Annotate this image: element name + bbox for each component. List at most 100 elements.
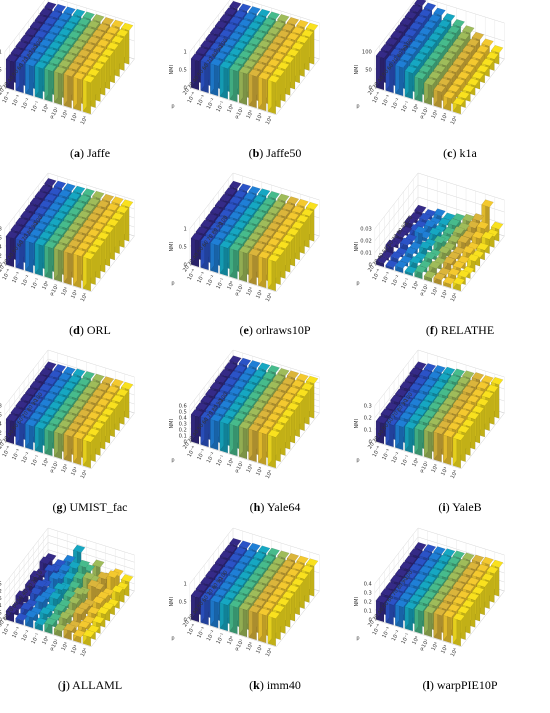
alpha-tick-labels: 10⁻⁴10⁻³10⁻²10⁻¹ 10⁰ 10¹ 10² 10³ 10⁴ [187, 268, 274, 302]
chart-3d-umist_fac: 00.20.40.60.8NMI1009080706050403020p10⁻⁴… [0, 349, 135, 480]
bar-orl-r8-c4 [44, 240, 57, 280]
alpha-tick-label: 10³ [440, 644, 449, 654]
caption-warppie10p: (l) warpPIE10P [422, 678, 498, 692]
bar-imm40-r8-c1 [200, 592, 213, 626]
bar-relathe-r8-c4 [414, 265, 427, 280]
chart-panel-allaml: 00.050.10.150.20.25NMI(%)102030405060708… [0, 527, 180, 707]
z-tick-label: 0.2 [364, 416, 372, 422]
bar-jaffe50-r8-c0 [190, 53, 204, 91]
alpha-tick-label: 10⁻³ [196, 448, 207, 461]
caption-title: k1a [459, 146, 477, 160]
p-tick-label: 60 [386, 595, 395, 604]
z-tick-labels: 0 0.1 0.2 0.3 0.4 [364, 582, 373, 624]
alpha-tick-label: 10⁰ [41, 457, 50, 467]
p-tick-label: 100 [404, 215, 415, 227]
bar-umist_fac-r8-c1 [15, 416, 28, 448]
p-axis-label: p [356, 281, 359, 287]
bar-jaffe50-r8-c5 [238, 66, 252, 106]
alpha-tick-label: 10⁻⁴ [2, 445, 13, 458]
bar-relathe-r7-c1 [390, 251, 403, 264]
p-tick-label: 70 [391, 410, 400, 419]
chart-3d-jaffe50: 00.51NMI1009080706050403020p10⁻⁴10⁻³10⁻²… [169, 0, 320, 126]
alpha-tick-label: 10⁴ [450, 115, 459, 125]
p-tick-label: 80 [211, 582, 220, 591]
bar-allaml-r8-c5 [53, 623, 67, 638]
caption-label: h [253, 500, 261, 514]
caption-label: l [426, 678, 430, 692]
p-tick-label: 50 [16, 595, 25, 604]
p-tick-label: 60 [201, 63, 210, 72]
caption-title: ORL [86, 323, 111, 337]
z-tick-label: 0.05 [0, 610, 2, 616]
chart-panel-warppie10p: 0 0.1 0.2 0.3 0.4 NMI 100 90 80 70 60 50 40 30 20 p 10⁻⁴… [354, 527, 550, 707]
bar-allaml-r2-c8 [111, 585, 124, 609]
bar-orlraws10p-r8-c1 [200, 235, 213, 271]
alpha-tick-label: 10¹ [51, 460, 60, 470]
p-tick-label: 100 [219, 38, 230, 50]
alpha-axis-label: α [420, 468, 424, 474]
p-tick-label: 50 [382, 246, 391, 255]
p-tick-label: 20 [367, 264, 376, 273]
bar-yaleb-r8-c0 [375, 415, 389, 445]
bar-yale64-r8-c6 [248, 423, 261, 463]
alpha-tick-label: 10³ [255, 112, 264, 122]
z-tick-label: 0.5 [179, 410, 187, 416]
alpha-tick-label: 10⁻² [391, 451, 402, 464]
z-tick-label: 0 [368, 440, 371, 446]
p-tick-label: 40 [7, 75, 16, 84]
p-tick-label: 60 [386, 417, 395, 426]
bar-yale64-r8-c1 [200, 411, 213, 448]
bar-relathe-r8-c1 [385, 259, 398, 271]
p-tick-label: 90 [401, 221, 410, 230]
bar-imm40-r8-c0 [190, 589, 204, 623]
chart-panel-relathe: 0 0.01 0.02 0.03 NMI 100 90 80 70 60 50 40 30 20 p 10⁻⁴… [354, 172, 550, 352]
alpha-tick-label: 10⁻¹ [401, 454, 412, 467]
alpha-tick-label: 10⁻² [206, 451, 217, 464]
bar-orl-r8-c3 [34, 237, 47, 277]
bar-warppie10p-r8-c5 [423, 605, 437, 638]
alpha-tick-label: 10⁻² [391, 629, 402, 642]
alpha-tick-label: 10⁻¹ [31, 100, 42, 113]
alpha-tick-label: 10⁻⁴ [2, 623, 13, 636]
p-tick-label: 90 [216, 576, 225, 585]
p-tick-label: 100 [219, 392, 230, 404]
z-tick-label: 0 [368, 618, 371, 624]
bar-jaffe50-r8-c7 [258, 71, 271, 112]
alpha-tick-label: 10⁰ [411, 103, 420, 113]
bar-imm40-r8-c4 [229, 599, 242, 635]
bar-imm40-r8-c5 [238, 602, 252, 638]
bar-relathe-r8-c3 [404, 265, 417, 277]
p-tick-label: 30 [2, 258, 11, 267]
bar-umist_fac-r8-c4 [44, 423, 57, 457]
bar-relathe-r8-c0 [375, 255, 389, 268]
p-tick-label: 100 [34, 392, 45, 404]
z-tick-label: 0 [183, 263, 186, 269]
alpha-tick-label: 10⁻¹ [401, 277, 412, 290]
z-tick-label: 0 [183, 86, 186, 92]
p-tick-label: 80 [396, 50, 405, 59]
z-tick-label: 0.5 [0, 68, 2, 74]
p-tick-label: 30 [26, 582, 35, 591]
bar-orlraws10p-r8-c8 [267, 253, 280, 292]
alpha-tick-label: 10⁻³ [11, 448, 22, 461]
bar-umist_fac-r8-c6 [63, 428, 76, 463]
z-tick-labels: 0 0.2 0.4 0.6 0.8 [0, 404, 2, 446]
chart-3d-imm40: 00.51NMI1009080706050403020p10⁻⁴10⁻³10⁻²… [169, 527, 320, 658]
alpha-tick-label: 10⁰ [411, 280, 420, 290]
alpha-tick-label: 10⁴ [265, 469, 274, 479]
alpha-tick-label: 10⁻³ [381, 448, 392, 461]
p-tick-label: 90 [401, 398, 410, 407]
caption-title: Yale64 [266, 500, 301, 514]
p-tick-label: 70 [21, 410, 30, 419]
bar-yale64-r8-c2 [210, 413, 223, 451]
p-tick-label: 30 [372, 613, 381, 622]
bar-yaleb-r8-c5 [423, 424, 437, 460]
alpha-tick-labels: 10⁻⁴10⁻³10⁻²10⁻¹ 10⁰ 10¹ 10² 10³ 10⁴ [372, 91, 459, 125]
bar-orlraws10p-r8-c5 [238, 245, 252, 283]
p-tick-label: 100 [34, 215, 45, 227]
p-tick-label: 100 [404, 392, 415, 404]
p-axis-label: p [171, 458, 174, 464]
